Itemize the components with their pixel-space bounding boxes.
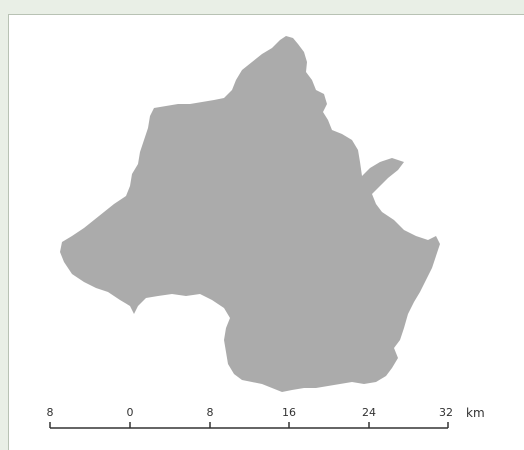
- region-shape[interactable]: [60, 36, 440, 392]
- scale-unit-label: km: [466, 406, 485, 420]
- scale-tick-label: 8: [47, 406, 54, 419]
- scale-bar: 8 0 8 16 24 32 km: [47, 406, 485, 429]
- scale-tick-label: 32: [439, 406, 453, 419]
- scale-tick-label: 0: [127, 406, 134, 419]
- scale-tick-label: 24: [362, 406, 376, 419]
- scale-tick-label: 8: [207, 406, 214, 419]
- scale-tick-label: 16: [282, 406, 296, 419]
